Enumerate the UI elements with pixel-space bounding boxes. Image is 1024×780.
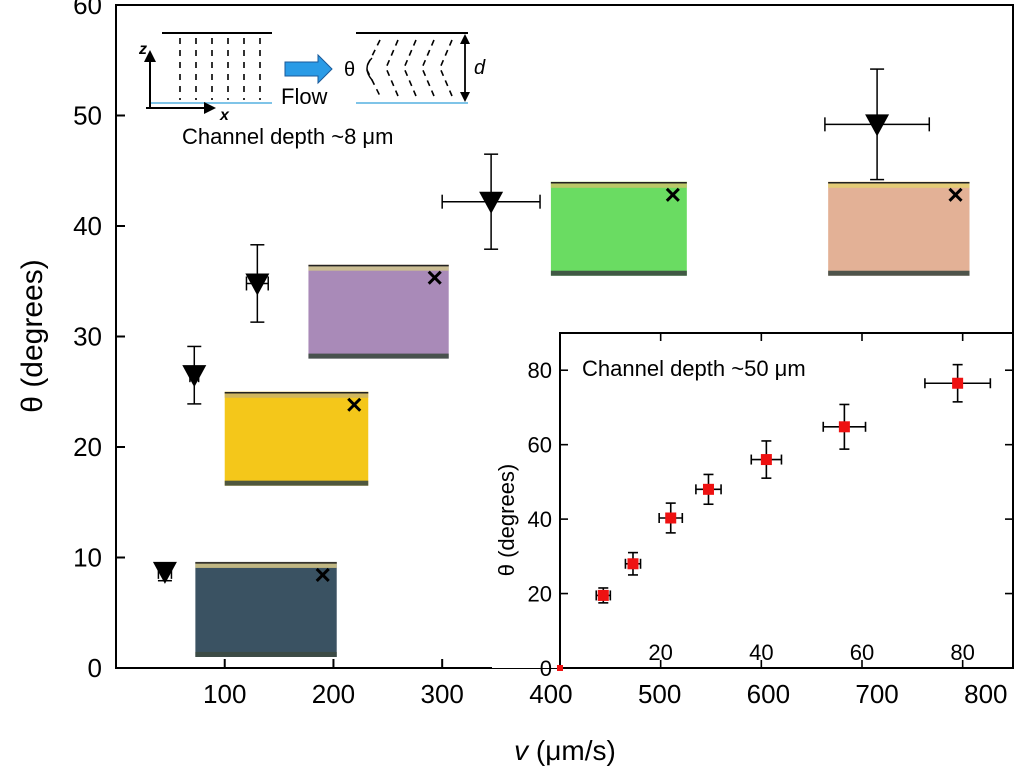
micrograph-top-edge [224,391,369,398]
main-data-point-triangle [865,114,890,137]
inset-x-tick-label: 20 [648,640,672,665]
main-x-tick-label: 300 [420,679,463,709]
main-y-tick-label: 20 [73,432,102,462]
main-y-tick-label: 0 [88,653,102,683]
inset-title: Channel depth ~50 μm [582,356,806,381]
main-x-axis-label-symbol: v [514,735,530,766]
micrograph-images [195,181,970,657]
inset-y-tick-label: 80 [528,358,552,383]
main-data-point-triangle [152,561,177,584]
inset-data-point-square [665,512,677,524]
main-y-tick-label: 10 [73,543,102,573]
inset-data-point-square [627,558,639,570]
schematic-z-label: z [138,41,147,58]
angle-arc-icon [366,57,373,81]
main-x-tick-label: 700 [855,679,898,709]
inset-data-point-square [557,665,563,671]
micrograph-bottom-edge [828,270,970,276]
inset-data-series [557,363,992,671]
schematic-x-label: x [219,107,230,124]
main-y-tick-label: 50 [73,101,102,131]
flow-label: Flow [281,84,328,109]
micrograph-cross-marker [948,187,963,202]
inset-y-tick-label: 40 [528,507,552,532]
inset-data-point-square [597,589,609,601]
inset-data-point-square [760,454,772,466]
main-x-tick-label: 600 [747,679,790,709]
micrograph-cross-marker [347,397,362,412]
flow-arrow-icon [284,53,333,85]
micrograph-bottom-edge [195,651,337,657]
schematic-caption: Channel depth ~8 μm [182,124,393,149]
inset-data-point-square [702,483,714,495]
depth-arrowhead-bottom [460,92,470,102]
main-data-point-triangle [245,273,270,296]
micrograph-image [828,181,970,276]
inset-y-tick-label: 20 [528,582,552,607]
depth-arrowhead-top [460,34,470,44]
micrograph-top-edge [195,561,337,568]
inset-axis-ticks: 0 20 40 60 80 20 40 60 80 [528,333,1013,681]
inset-x-tick-label: 40 [749,640,773,665]
main-x-tick-label: 500 [638,679,681,709]
micrograph-image [308,264,449,359]
inset-data-point-square [952,377,964,389]
main-data-point-triangle [182,365,207,388]
schematic-vertical-directors [179,38,261,100]
inset-plot-frame [559,332,1014,669]
main-y-tick-label: 40 [73,211,102,241]
inset-data-point-square [838,421,850,433]
main-x-tick-label: 200 [312,679,355,709]
flow-schematic: z x Flow θ d Channel depth ~8 μm [138,32,486,149]
inset-background [492,333,1013,668]
micrograph-bottom-edge [308,353,449,359]
micrograph-image [195,561,337,657]
depth-label: d [474,57,486,79]
inset-y-tick-label: 60 [528,433,552,458]
micrograph-top-edge [550,181,687,188]
main-x-tick-label: 800 [964,679,1007,709]
angle-label: θ [344,59,355,81]
micrograph-image [224,391,369,486]
main-y-tick-label: 60 [73,0,102,20]
main-x-tick-label: 100 [203,679,246,709]
inset-chart: 0 20 40 60 80 20 40 60 80 Channel depth ~50 μm θ… [492,332,1014,681]
schematic-z-arrowhead [144,50,156,62]
micrograph-cross-marker [427,270,442,285]
micrograph-cross-marker [315,567,330,582]
micrograph-top-edge [308,264,449,271]
inset-x-tick-label: 60 [850,640,874,665]
main-x-axis-label-unit: (μm/s) [528,735,616,766]
main-y-tick-label: 30 [73,322,102,352]
inset-y-tick-label: 0 [540,656,552,681]
inset-x-tick-label: 80 [950,640,974,665]
micrograph-top-edge [828,181,970,188]
schematic-chevron-directors [365,39,453,97]
micrograph-bottom-edge [224,480,369,486]
micrograph-cross-marker [665,187,680,202]
inset-y-axis-label: θ (degrees) [494,464,519,577]
main-x-axis-label: v (μm/s) [514,735,616,766]
schematic-x-arrowhead [204,102,216,114]
main-data-series [152,68,931,584]
micrograph-image [550,181,687,276]
main-x-tick-label: 400 [529,679,572,709]
main-data-point-triangle [479,191,504,214]
main-y-axis-label: θ (degrees) [16,259,49,412]
micrograph-bottom-edge [550,270,687,276]
